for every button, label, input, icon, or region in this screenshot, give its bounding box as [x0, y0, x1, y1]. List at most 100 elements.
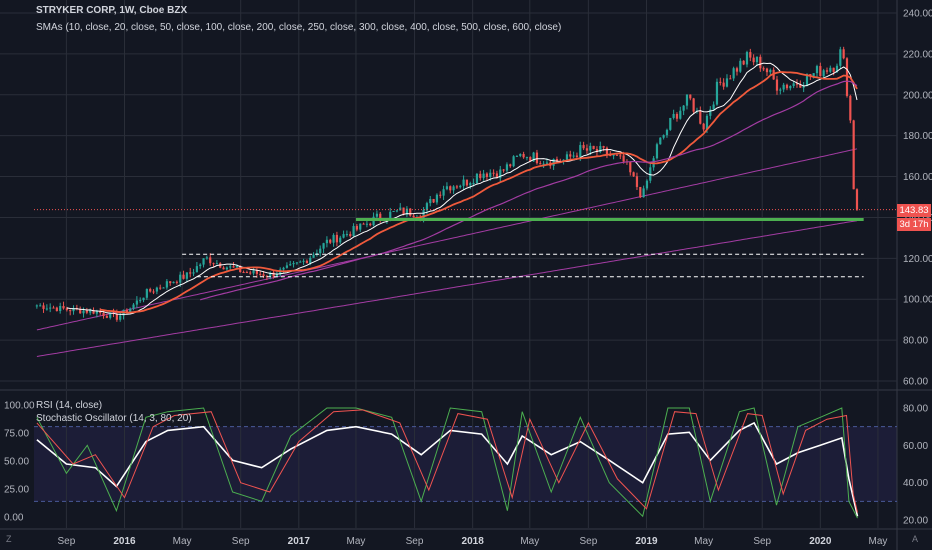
time-tick-label: May	[347, 536, 366, 547]
candle-body	[422, 210, 425, 219]
corner-label-left[interactable]: Z	[6, 534, 12, 544]
corner-label-right[interactable]: A	[912, 534, 919, 544]
candle-body	[719, 81, 722, 83]
candle-body	[519, 154, 522, 156]
candle-body	[852, 120, 855, 190]
candle-body	[49, 307, 52, 309]
candle-body	[855, 189, 859, 210]
candle-body	[329, 239, 332, 243]
time-tick-label: Sep	[232, 536, 250, 547]
candle-body	[645, 180, 649, 189]
candle-body	[165, 281, 168, 288]
candle-body	[42, 305, 45, 309]
candle-body	[295, 262, 299, 264]
candle-body	[199, 264, 202, 267]
candle-body	[729, 78, 732, 80]
candle-body	[222, 267, 225, 270]
candle-body	[802, 85, 805, 88]
candle-body	[232, 266, 235, 268]
candle-body	[635, 176, 639, 187]
candle-body	[529, 157, 532, 162]
rsi-line	[36, 421, 859, 517]
candle-body	[125, 309, 128, 313]
candle-body	[592, 145, 595, 150]
candle-body	[289, 264, 292, 266]
time-tick-label: 2019	[635, 536, 658, 547]
stoch-legend: Stochastic Oscillator (14, 3, 80, 20)	[36, 413, 192, 424]
candle-body	[662, 135, 665, 138]
rsi-left-tick-label: 0.00	[4, 513, 24, 524]
candle-body	[102, 312, 105, 317]
stoch-right-tick-label: 60.00	[903, 441, 928, 452]
symbol-title: STRYKER CORP, 1W, Cboe BZX	[36, 5, 188, 16]
rsi-left-tick-label: 25.00	[4, 485, 29, 496]
stoch-right-tick-label: 20.00	[903, 516, 928, 527]
candle-body	[442, 189, 445, 196]
candle-body	[522, 154, 525, 158]
candle-body	[399, 207, 402, 211]
time-tick-label: 2020	[809, 536, 832, 547]
candle-body	[225, 267, 228, 270]
candle-body	[235, 265, 238, 268]
candle-body	[615, 154, 619, 156]
stoch-d-line	[36, 409, 858, 513]
candle-body	[532, 152, 535, 162]
candle-body	[312, 254, 315, 258]
candle-body	[622, 155, 625, 162]
candle-body	[582, 145, 585, 149]
candle-body	[775, 79, 779, 91]
candle-body	[819, 66, 822, 77]
candle-body	[555, 158, 559, 161]
candle-body	[59, 306, 62, 312]
price-tick-label: 80.00	[903, 336, 928, 347]
candle-body	[259, 273, 262, 275]
candle-body	[149, 289, 152, 292]
price-tick-label: 180.00	[903, 131, 932, 142]
stoch-right-tick-label: 40.00	[903, 478, 928, 489]
candle-body	[762, 68, 765, 70]
candle-body	[595, 149, 599, 153]
candle-body	[799, 84, 802, 88]
candle-body	[742, 60, 745, 65]
candle-body	[105, 316, 108, 318]
candle-body	[552, 158, 555, 166]
candle-body	[769, 69, 772, 73]
candle-body	[715, 81, 719, 105]
candle-body	[632, 172, 635, 177]
candle-body	[665, 129, 669, 136]
candle-body	[35, 305, 38, 307]
candle-body	[302, 260, 305, 262]
candle-body	[309, 257, 312, 264]
candle-body	[159, 287, 162, 289]
candle-body	[835, 65, 839, 72]
candle-body	[702, 123, 705, 130]
candle-body	[709, 109, 712, 116]
candle-body	[115, 313, 118, 320]
candle-body	[745, 52, 749, 65]
candle-body	[335, 234, 339, 243]
candle-body	[495, 173, 499, 179]
rsi-band-fill	[34, 426, 897, 502]
candle-body	[825, 70, 829, 72]
candle-body	[145, 289, 148, 298]
candle-body	[505, 164, 509, 171]
candle-body	[392, 210, 395, 212]
candle-body	[502, 169, 505, 171]
candle-body	[99, 311, 102, 313]
price-tick-label: 60.00	[903, 377, 928, 388]
sma-legend: SMAs (10, close, 20, close, 50, close, 1…	[36, 22, 562, 33]
candle-body	[575, 155, 579, 157]
candle-body	[55, 307, 58, 312]
candle-body	[409, 208, 412, 216]
candle-body	[815, 66, 819, 74]
candle-body	[469, 183, 472, 186]
candle-body	[202, 258, 205, 265]
candle-body	[755, 56, 759, 63]
time-tick-label: May	[173, 536, 192, 547]
candle-body	[492, 172, 495, 174]
candle-body	[829, 67, 832, 72]
candle-body	[152, 291, 155, 293]
candle-body	[285, 265, 288, 268]
candle-body	[655, 144, 659, 159]
